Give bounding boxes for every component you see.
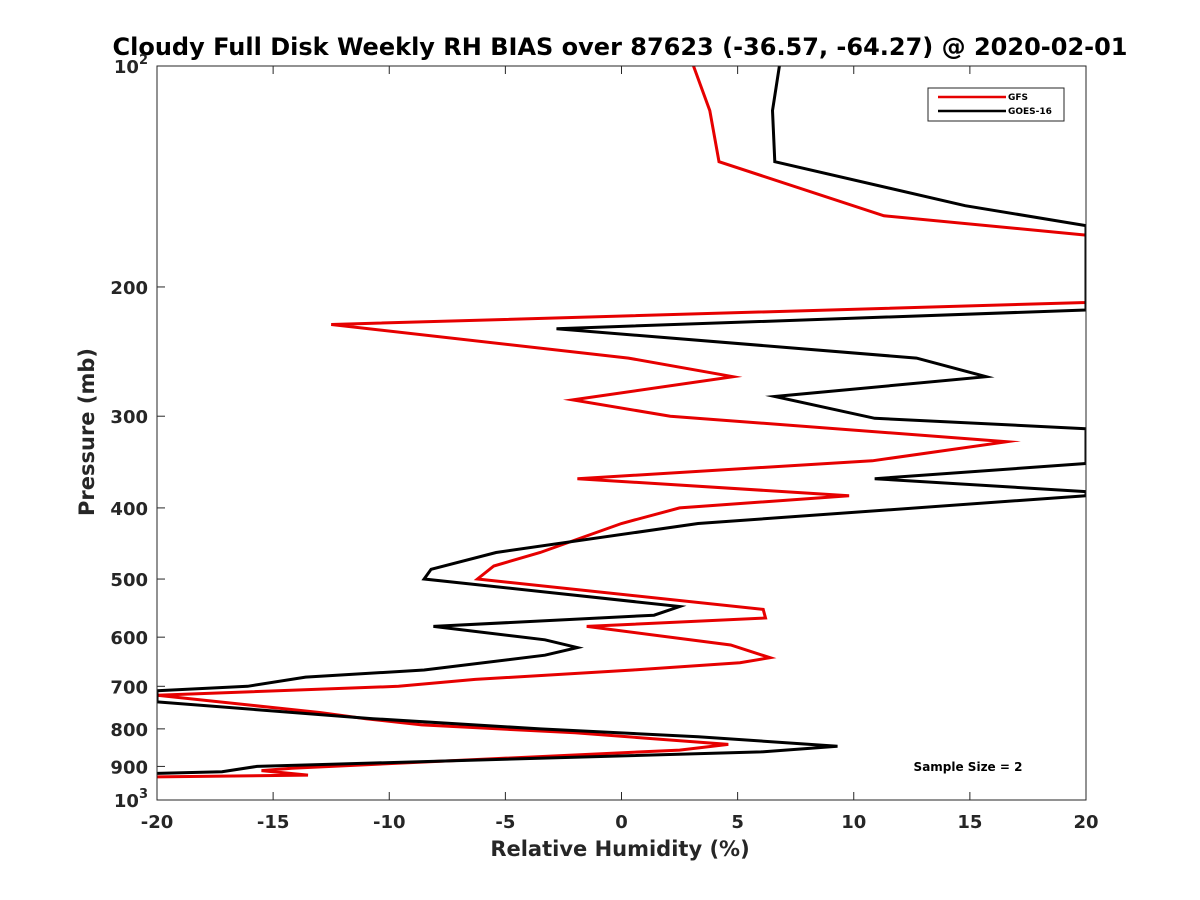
x-axis-label: Relative Humidity (%): [490, 837, 749, 861]
y-tick-label: 800: [110, 720, 148, 741]
series-layer: [157, 66, 1086, 779]
x-tick-label: 0: [615, 812, 628, 833]
x-tick-label: -20: [141, 812, 174, 833]
series-line-goes-16: [157, 66, 1086, 775]
y-tick-label: 103: [114, 787, 148, 812]
y-tick-label: 400: [110, 499, 148, 520]
x-tick-label: 10: [841, 812, 866, 833]
y-tick-label: 600: [110, 628, 148, 649]
series-line-gfs: [157, 66, 1086, 779]
x-tick-label: 20: [1073, 812, 1098, 833]
sample-size-annotation: Sample Size = 2: [914, 760, 1023, 774]
legend-box: [927, 87, 1065, 122]
x-tick-label: 5: [731, 812, 744, 833]
y-tick-label: 500: [110, 570, 148, 591]
x-tick-label: -5: [495, 812, 515, 833]
y-axis-label: Pressure (mb): [75, 348, 99, 516]
legend-label: GFS: [1008, 93, 1028, 103]
y-tick-label: 300: [110, 407, 148, 428]
y-tick-label: 700: [110, 677, 148, 698]
x-tick-label: 15: [957, 812, 982, 833]
legend-label: GOES-16: [1008, 107, 1052, 117]
x-tick-label: -15: [257, 812, 290, 833]
y-tick-label: 900: [110, 757, 148, 778]
chart-title: Cloudy Full Disk Weekly RH BIAS over 876…: [113, 33, 1128, 61]
y-axis: 102 200 300 400 500 600 700 800 900 103: [110, 53, 165, 812]
legend: GFS GOES-16: [927, 87, 1065, 122]
x-tick-label: -10: [373, 812, 406, 833]
y-tick-label: 200: [110, 278, 148, 299]
x-axis: -20 -15 -10 -5 0 5 10 15 20: [141, 66, 1099, 833]
y-tick-label: 102: [114, 53, 148, 78]
